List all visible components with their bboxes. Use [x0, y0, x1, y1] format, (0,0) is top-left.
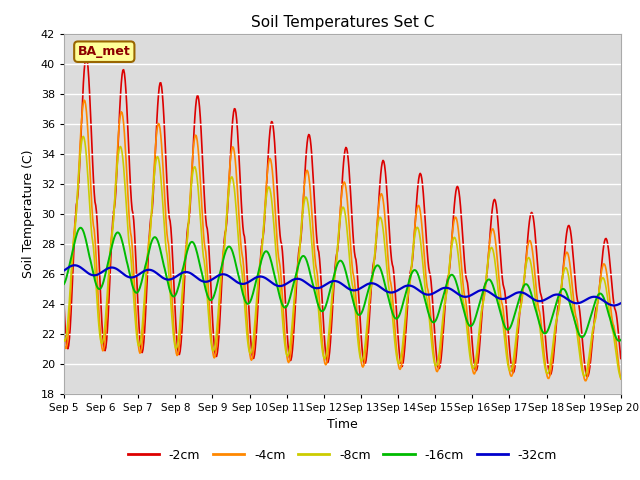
Title: Soil Temperatures Set C: Soil Temperatures Set C: [251, 15, 434, 30]
Text: BA_met: BA_met: [78, 45, 131, 58]
Legend: -2cm, -4cm, -8cm, -16cm, -32cm: -2cm, -4cm, -8cm, -16cm, -32cm: [123, 444, 562, 467]
X-axis label: Time: Time: [327, 418, 358, 431]
Y-axis label: Soil Temperature (C): Soil Temperature (C): [22, 149, 35, 278]
